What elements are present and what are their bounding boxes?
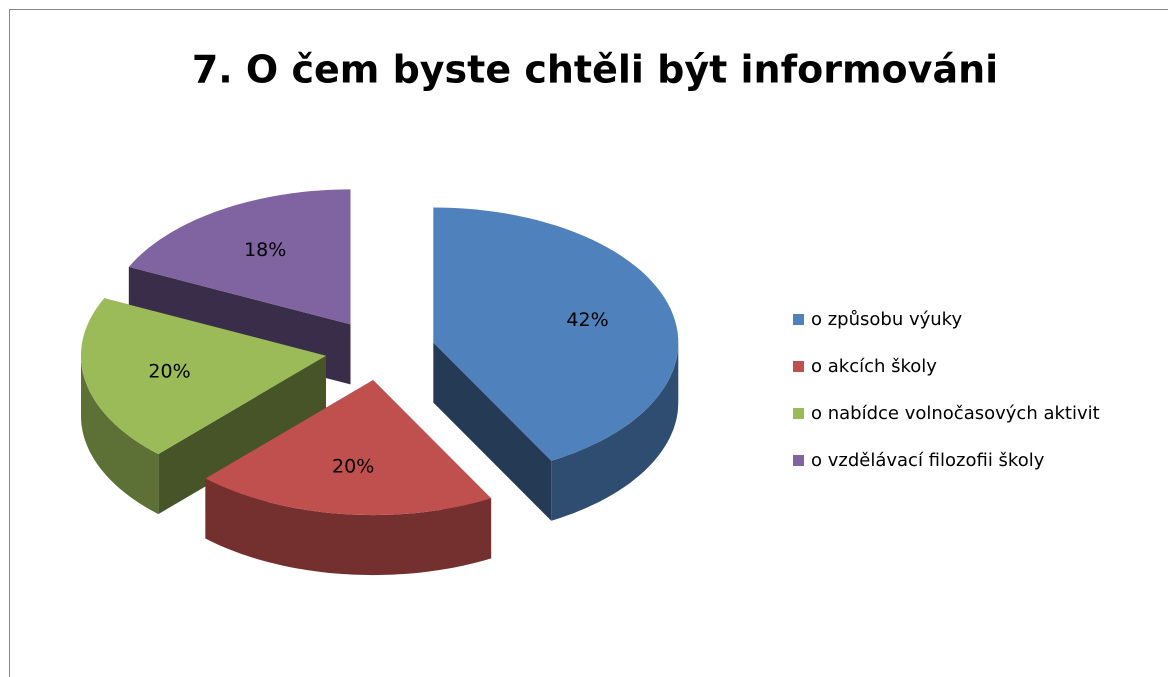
slice <box>205 380 492 516</box>
data-label: 42% <box>566 309 608 331</box>
slice-side <box>433 342 552 521</box>
slice <box>128 189 351 325</box>
slice-wall <box>205 478 492 576</box>
data-label: 18% <box>244 239 286 261</box>
data-label: 20% <box>148 361 190 383</box>
slice <box>81 298 326 455</box>
chart-title: 7. O čem byste chtěli být informováni <box>192 48 998 92</box>
slice-wall <box>551 342 679 521</box>
legend-label: o způsobu výuky <box>811 309 962 330</box>
legend-swatch <box>793 314 804 325</box>
legend-swatch <box>793 408 804 419</box>
legend-label: o vzdělávací filozofii školy <box>811 450 1045 471</box>
chart-border <box>9 9 1168 677</box>
slice <box>433 207 679 461</box>
legend-label: o akcích školy <box>811 356 937 377</box>
slice-wall <box>81 355 159 515</box>
legend-swatch <box>793 361 804 372</box>
legend-swatch <box>793 455 804 466</box>
data-label: 20% <box>332 456 374 478</box>
legend-label: o nabídce volnočasových aktivit <box>811 403 1100 424</box>
